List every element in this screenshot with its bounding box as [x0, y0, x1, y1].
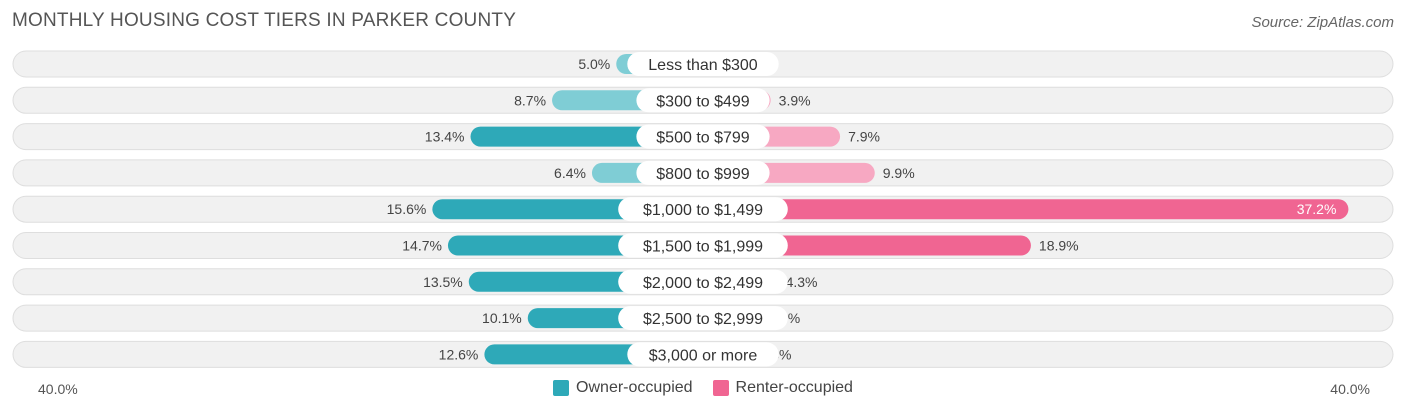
legend-label-renter: Renter-occupied [735, 379, 853, 396]
renter-value-label: 7.9% [848, 129, 880, 145]
category-label: $1,500 to $1,999 [643, 239, 763, 256]
renter-value-label: 37.2% [1297, 201, 1337, 217]
category-pill [618, 269, 788, 294]
category-pill [618, 306, 788, 331]
category-label: $2,500 to $2,999 [643, 311, 763, 328]
owner-value-label: 13.4% [425, 129, 465, 145]
owner-swatch [553, 380, 570, 396]
category-pill [636, 124, 770, 149]
category-pill [618, 197, 788, 222]
owner-value-label: 12.6% [439, 346, 479, 362]
owner-value-label: 13.5% [423, 274, 463, 290]
category-pill [636, 160, 770, 185]
chart-title: MONTHLY HOUSING COST TIERS IN PARKER COU… [12, 10, 517, 31]
category-pill [627, 52, 779, 76]
owner-value-label: 6.4% [554, 165, 586, 181]
owner-value-label: 5.0% [578, 56, 610, 72]
renter-value-label: 18.9% [1039, 238, 1079, 254]
category-label: $2,000 to $2,499 [643, 275, 763, 292]
source-note: Source: ZipAtlas.com [1251, 14, 1394, 31]
category-label: $800 to $999 [656, 166, 750, 183]
renter-value-label: 3.9% [779, 92, 811, 108]
axis-right-label: 40.0% [1330, 381, 1370, 397]
category-label: $300 to $499 [656, 93, 750, 110]
legend: Owner-occupied Renter-occupied [0, 379, 1406, 397]
legend-item-owner[interactable]: Owner-occupied [553, 379, 693, 397]
legend-item-renter[interactable]: Renter-occupied [712, 379, 853, 397]
renter-value-label: 9.9% [883, 165, 915, 181]
axis-left-label: 40.0% [38, 381, 78, 397]
owner-value-label: 10.1% [482, 310, 522, 326]
category-label: $500 to $799 [656, 130, 750, 147]
category-label: Less than $300 [648, 57, 758, 74]
owner-value-label: 8.7% [514, 92, 546, 108]
category-label: $1,000 to $1,499 [643, 202, 763, 219]
owner-value-label: 15.6% [387, 201, 427, 217]
category-pill [618, 233, 788, 258]
renter-bar [703, 199, 1349, 220]
renter-value-label: 4.3% [786, 274, 818, 290]
legend-label-owner: Owner-occupied [576, 379, 693, 396]
category-label: $3,000 or more [649, 347, 758, 364]
category-pill [627, 342, 779, 367]
renter-swatch [712, 380, 729, 396]
owner-value-label: 14.7% [402, 238, 442, 254]
category-pill [636, 88, 770, 113]
